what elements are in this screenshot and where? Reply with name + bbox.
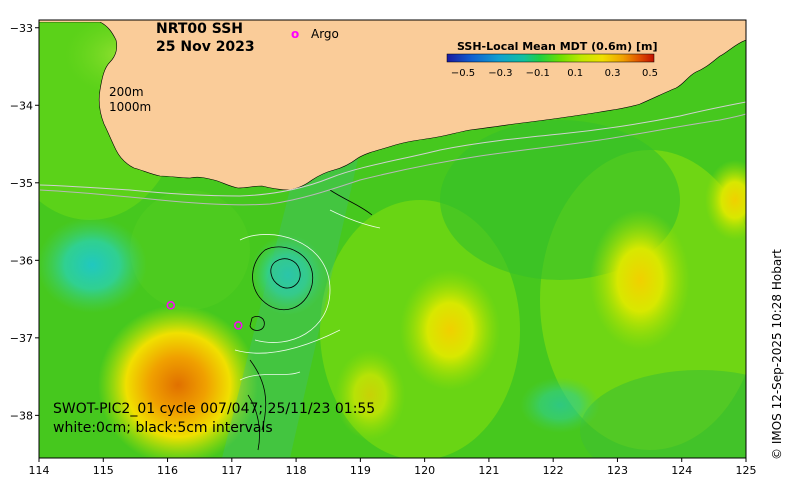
argo-floats (166, 301, 243, 330)
colorbar-tick-label: 0.5 (642, 68, 658, 79)
argo-legend-label: Argo (311, 27, 339, 41)
x-axis: 114 115 116 117 118 119 120 121 122 123 124 125 (29, 458, 757, 477)
argo-float-marker[interactable] (233, 321, 243, 330)
x-tick-label: 122 (543, 464, 564, 477)
colorbar: SSH-Local Mean MDT (0.6m) [m] −0.5 −0.3 −0… (446, 40, 658, 79)
x-tick-label: 118 (286, 464, 307, 477)
contour-info: white:0cm; black:5cm intervals (53, 420, 273, 436)
cold-eddy (250, 235, 326, 315)
field-patch (580, 370, 746, 458)
swot-swath (222, 150, 360, 458)
warm-eddy (335, 350, 405, 440)
argo-legend-marker: o (291, 27, 299, 41)
y-tick-label: −36 (10, 254, 33, 267)
y-tick-label: −35 (10, 177, 33, 190)
y-tick-label: −37 (10, 332, 33, 345)
colorbar-bar (446, 53, 655, 63)
product-title: NRT00 SSH (156, 21, 243, 37)
isobath-200m (39, 101, 746, 197)
x-tick-label: 120 (414, 464, 435, 477)
x-tick-label: 125 (736, 464, 757, 477)
date-title: 25 Nov 2023 (156, 39, 255, 55)
warm-eddy (590, 210, 690, 350)
contours-black (247, 189, 373, 451)
y-tick-label: −33 (10, 22, 33, 35)
isobath-200m-label: 200m (109, 85, 144, 99)
x-tick-label: 117 (221, 464, 242, 477)
colorbar-tick-label: −0.3 (488, 68, 512, 79)
plot-frame (38, 19, 747, 459)
x-tick-label: 124 (671, 464, 692, 477)
field-patch (130, 190, 250, 310)
warm-eddy (98, 305, 258, 458)
x-tick-label: 123 (607, 464, 628, 477)
y-tick-label: −34 (10, 99, 33, 112)
colorbar-ticks: −0.5 −0.3 −0.1 0.1 0.3 0.5 (451, 68, 658, 79)
swath-info: SWOT-PIC2_01 cycle 007/047; 25/11/23 01:… (53, 401, 375, 417)
warm-eddy (705, 160, 746, 240)
isobath-1000m (39, 113, 746, 206)
contours-white (234, 209, 381, 381)
colorbar-tick-label: 0.3 (605, 68, 621, 79)
x-tick-label: 115 (93, 464, 114, 477)
australia-land (39, 20, 746, 191)
y-tick-label: −38 (10, 409, 33, 422)
colorbar-tick-label: −0.1 (526, 68, 550, 79)
x-tick-label: 119 (350, 464, 371, 477)
x-tick-label: 121 (478, 464, 499, 477)
y-axis: −33 −34 −35 −36 −37 −38 (10, 22, 39, 422)
colorbar-tick-label: −0.5 (451, 68, 475, 79)
colorbar-title: SSH-Local Mean MDT (0.6m) [m] (457, 40, 657, 53)
argo-float-marker[interactable] (166, 301, 176, 310)
x-tick-label: 116 (157, 464, 178, 477)
colorbar-tick-label: 0.1 (567, 68, 583, 79)
credit-text: © IMOS 12-Sep-2025 10:28 Hobart (770, 249, 784, 460)
cold-eddy (39, 217, 147, 313)
warm-eddy (400, 270, 500, 390)
x-tick-label: 114 (29, 464, 50, 477)
cold-eddy (520, 377, 600, 433)
land-edge (39, 20, 129, 22)
isobath-1000m-label: 1000m (109, 100, 151, 114)
